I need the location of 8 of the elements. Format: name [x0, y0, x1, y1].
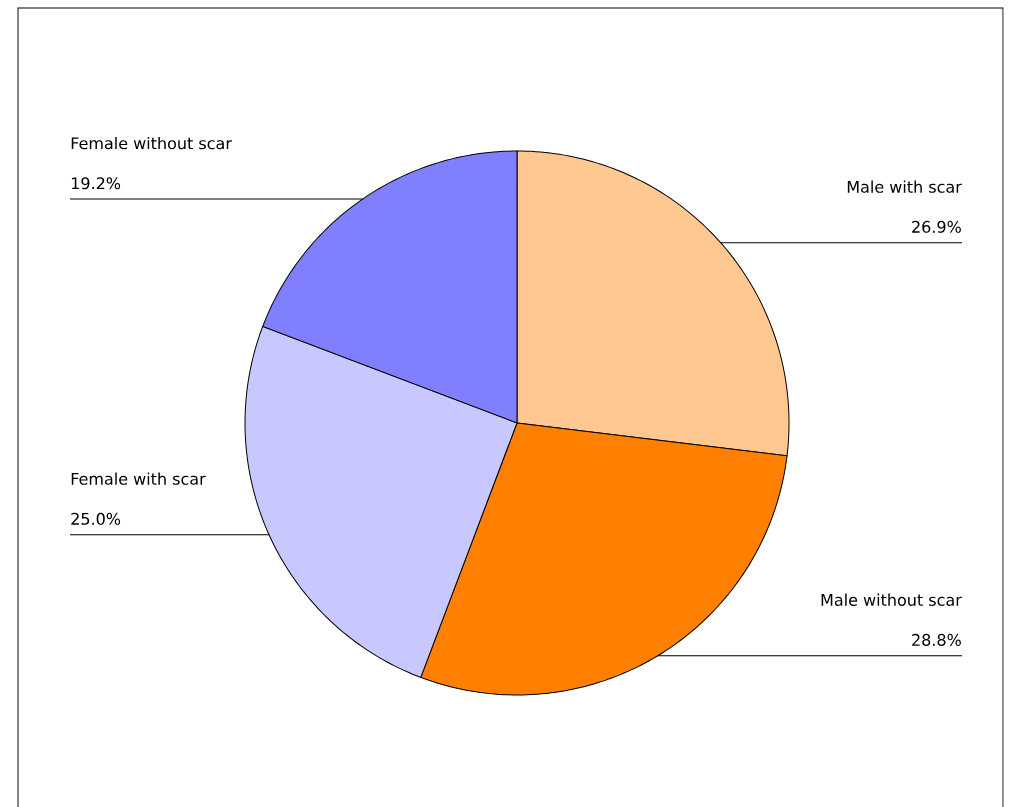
data-label: 25.0%: [71, 512, 121, 525]
data-label: 19.2%: [71, 177, 121, 190]
slice-label: Male without scar: [821, 593, 962, 606]
slice-label: Female without scar: [71, 136, 232, 150]
slice-label: Male with scar: [847, 180, 962, 193]
data-label: 26.9%: [912, 220, 961, 233]
slice-label: Female with scar: [71, 472, 206, 485]
data-label: 28.8%: [912, 633, 961, 646]
